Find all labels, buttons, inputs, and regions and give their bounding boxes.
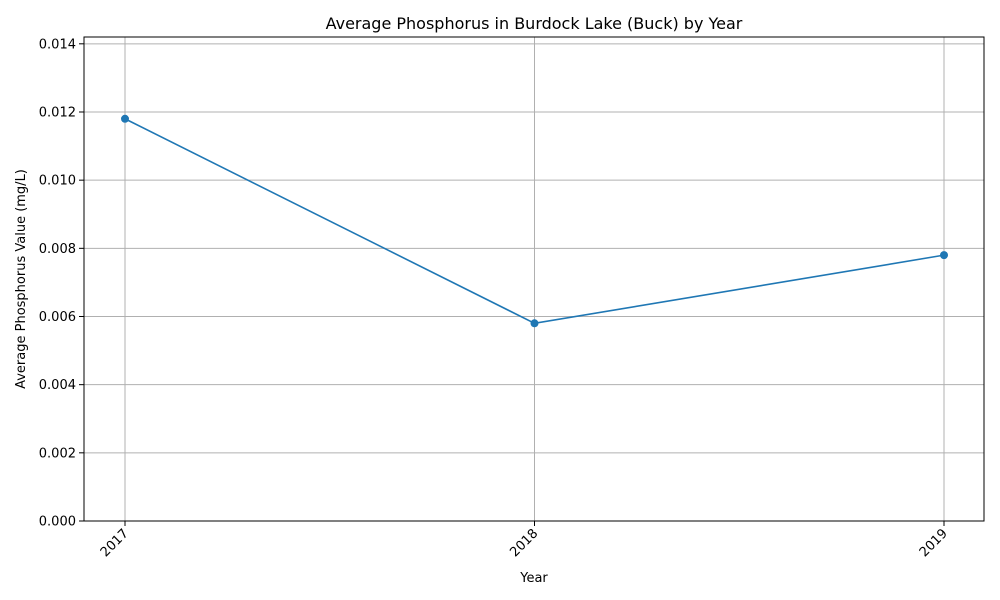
y-tick-label: 0.006 [39,310,76,325]
y-tick-label: 0.010 [39,174,76,189]
y-axis-label: Average Phosphorus Value (mg/L) [14,169,29,389]
y-tick-label: 0.012 [39,105,76,120]
y-tick-label: 0.000 [39,515,76,530]
data-point [121,114,129,123]
y-axis-ticks: 0.000 0.002 0.004 0.006 0.008 0.010 0.012 0.014 [39,37,84,530]
chart-title: Average Phosphorus in Burdock Lake (Buck… [326,14,743,33]
series-layer [121,114,948,328]
y-tick-label: 0.014 [39,37,76,52]
y-tick-label: 0.002 [39,446,76,461]
data-point [940,251,948,260]
y-tick-label: 0.004 [39,378,76,393]
data-point [530,319,539,328]
y-tick-label: 0.008 [39,242,76,257]
x-axis-label: Year [519,571,548,586]
